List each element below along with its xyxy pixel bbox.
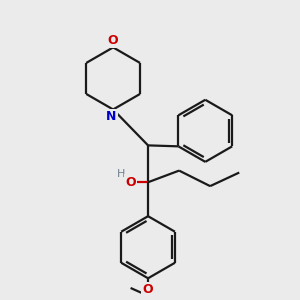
Text: O: O	[125, 176, 136, 189]
Text: O: O	[108, 34, 118, 47]
Text: O: O	[143, 284, 153, 296]
Text: N: N	[106, 110, 116, 123]
Text: H: H	[117, 169, 125, 179]
